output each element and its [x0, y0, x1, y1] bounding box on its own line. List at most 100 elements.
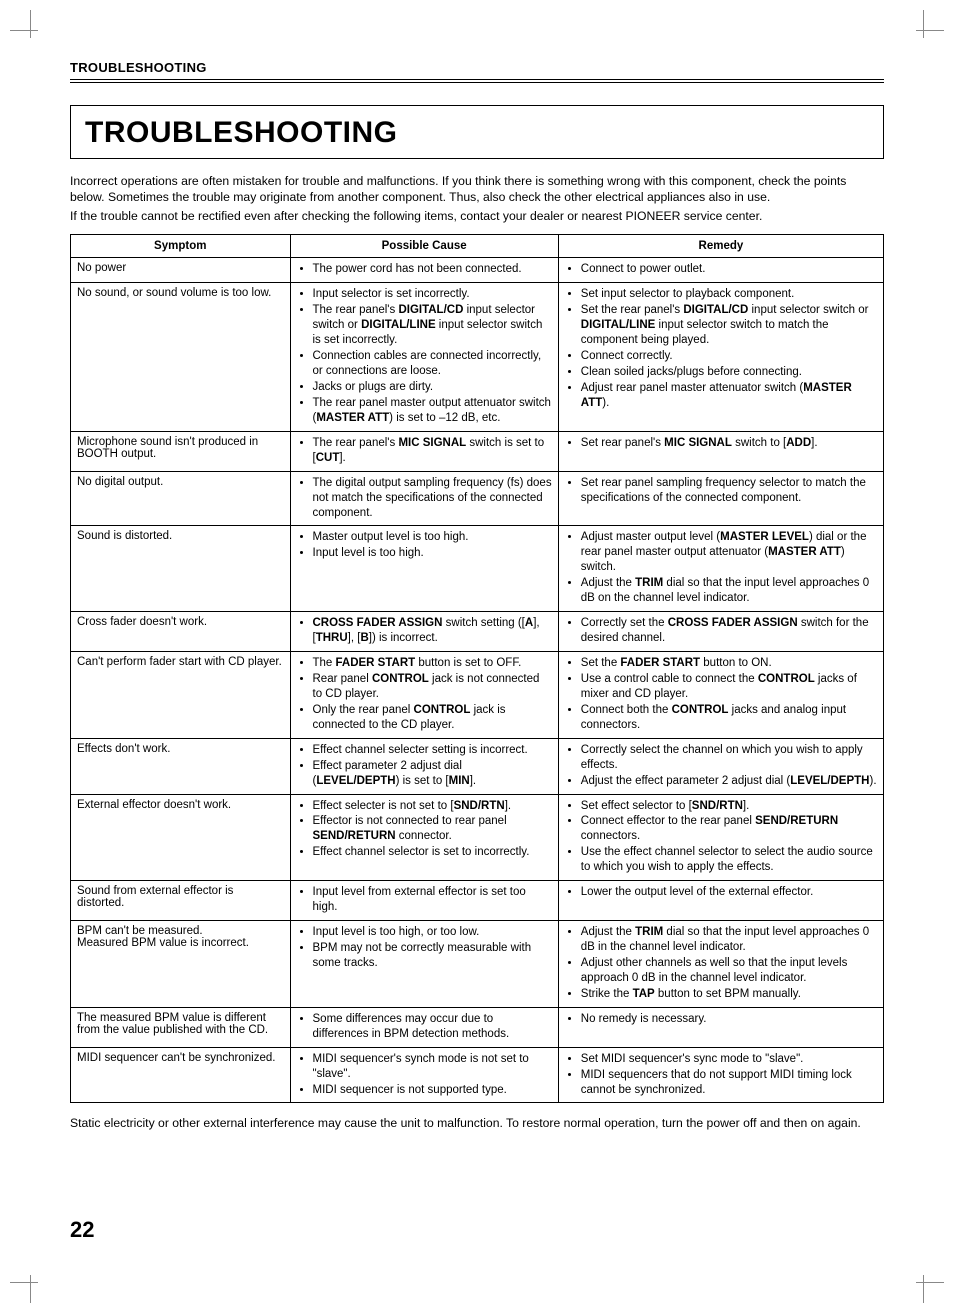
list-item: The rear panel's DIGITAL/CD input select… [313, 303, 552, 348]
list-item: Use a control cable to connect the CONTR… [581, 672, 877, 702]
troubleshooting-table: Symptom Possible Cause Remedy No powerTh… [70, 234, 884, 1103]
cause-cell: Some differences may occur due to differ… [290, 1007, 558, 1047]
table-header-row: Symptom Possible Cause Remedy [71, 235, 884, 258]
cause-cell: Effect selecter is not set to [SND/RTN].… [290, 794, 558, 881]
list-item: MIDI sequencer is not supported type. [313, 1083, 552, 1098]
table-row: Can't perform fader start with CD player… [71, 652, 884, 739]
list-item: Effect channel selector is set to incorr… [313, 845, 552, 860]
table-row: No digital output.The digital output sam… [71, 471, 884, 526]
table-row: Effects don't work. Effect channel select… [71, 738, 884, 794]
crop-mark-icon [904, 10, 944, 50]
list-item: The digital output sampling frequency (f… [313, 476, 552, 521]
symptom-cell: BPM can't be measured.Measured BPM value… [71, 921, 291, 1008]
list-item: Input level from external effector is se… [313, 885, 552, 915]
remedy-cell: No remedy is necessary. [558, 1007, 883, 1047]
list-item: Set the FADER START button to ON. [581, 656, 877, 671]
crop-mark-icon [10, 10, 50, 50]
list-item: Use the effect channel selector to selec… [581, 845, 877, 875]
list-item: Some differences may occur due to differ… [313, 1012, 552, 1042]
table-row: BPM can't be measured.Measured BPM value… [71, 921, 884, 1008]
symptom-cell: Cross fader doesn't work. [71, 612, 291, 652]
table-row: The measured BPM value is different from… [71, 1007, 884, 1047]
intro-paragraph: Incorrect operations are often mistaken … [70, 173, 884, 206]
list-item: No remedy is necessary. [581, 1012, 877, 1027]
remedy-cell: Set the FADER START button to ON.Use a c… [558, 652, 883, 739]
list-item: Effect selecter is not set to [SND/RTN]. [313, 799, 552, 814]
outro-text: Static electricity or other external int… [70, 1115, 884, 1131]
list-item: Lower the output level of the external e… [581, 885, 877, 900]
crop-mark-icon [10, 1263, 50, 1303]
list-item: The FADER START button is set to OFF. [313, 656, 552, 671]
cause-cell: Input selector is set incorrectly.The re… [290, 283, 558, 431]
table-row: Sound from external effector is distorte… [71, 881, 884, 921]
list-item: Adjust the TRIM dial so that the input l… [581, 925, 877, 955]
symptom-cell: Sound is distorted. [71, 526, 291, 612]
remedy-cell: Set rear panel sampling frequency select… [558, 471, 883, 526]
page-number: 22 [70, 1217, 94, 1243]
list-item: Adjust rear panel master attenuator swit… [581, 381, 877, 411]
list-item: Effect parameter 2 adjust dial (LEVEL/DE… [313, 759, 552, 789]
list-item: Connect effector to the rear panel SEND/… [581, 814, 877, 844]
symptom-cell: Microphone sound isn't produced in BOOTH… [71, 431, 291, 471]
page-title: TROUBLESHOOTING [85, 116, 869, 150]
title-box: TROUBLESHOOTING [70, 105, 884, 159]
list-item: Effect channel selecter setting is incor… [313, 743, 552, 758]
table-row: Sound is distorted.Master output level i… [71, 526, 884, 612]
symptom-cell: MIDI sequencer can't be synchronized. [71, 1047, 291, 1103]
list-item: Set input selector to playback component… [581, 287, 877, 302]
list-item: Adjust the effect parameter 2 adjust dia… [581, 774, 877, 789]
list-item: Correctly select the channel on which yo… [581, 743, 877, 773]
symptom-cell: Can't perform fader start with CD player… [71, 652, 291, 739]
symptom-cell: Effects don't work. [71, 738, 291, 794]
symptom-cell: The measured BPM value is different from… [71, 1007, 291, 1047]
remedy-cell: Lower the output level of the external e… [558, 881, 883, 921]
symptom-cell: No power [71, 258, 291, 283]
list-item: The rear panel's MIC SIGNAL switch is se… [313, 436, 552, 466]
list-item: Connect to power outlet. [581, 262, 877, 277]
running-head: TROUBLESHOOTING [70, 60, 884, 83]
table-row: Cross fader doesn't work. CROSS FADER ASS… [71, 612, 884, 652]
list-item: Correctly set the CROSS FADER ASSIGN swi… [581, 616, 877, 646]
list-item: Input level is too high. [313, 546, 552, 561]
remedy-cell: Set MIDI sequencer's sync mode to "slave… [558, 1047, 883, 1103]
list-item: Clean soiled jacks/plugs before connecti… [581, 365, 877, 380]
list-item: Adjust other channels as well so that th… [581, 956, 877, 986]
list-item: Connect both the CONTROL jacks and analo… [581, 703, 877, 733]
list-item: CROSS FADER ASSIGN switch setting ([A], … [313, 616, 552, 646]
remedy-cell: Set input selector to playback component… [558, 283, 883, 431]
table-row: No powerThe power cord has not been conn… [71, 258, 884, 283]
list-item: Set rear panel sampling frequency select… [581, 476, 877, 506]
list-item: Rear panel CONTROL jack is not connected… [313, 672, 552, 702]
col-symptom: Symptom [71, 235, 291, 258]
col-cause: Possible Cause [290, 235, 558, 258]
cause-cell: MIDI sequencer's synch mode is not set t… [290, 1047, 558, 1103]
remedy-cell: Correctly set the CROSS FADER ASSIGN swi… [558, 612, 883, 652]
remedy-cell: Set effect selector to [SND/RTN].Connect… [558, 794, 883, 881]
list-item: Adjust the TRIM dial so that the input l… [581, 576, 877, 606]
cause-cell: The rear panel's MIC SIGNAL switch is se… [290, 431, 558, 471]
list-item: Master output level is too high. [313, 530, 552, 545]
list-item: Set MIDI sequencer's sync mode to "slave… [581, 1052, 877, 1067]
table-row: MIDI sequencer can't be synchronized.MID… [71, 1047, 884, 1103]
list-item: Only the rear panel CONTROL jack is conn… [313, 703, 552, 733]
list-item: Connection cables are connected incorrec… [313, 349, 552, 379]
list-item: Input level is too high, or too low. [313, 925, 552, 940]
list-item: Set the rear panel's DIGITAL/CD input se… [581, 303, 877, 348]
list-item: Jacks or plugs are dirty. [313, 380, 552, 395]
table-row: No sound, or sound volume is too low.Inp… [71, 283, 884, 431]
cause-cell: The FADER START button is set to OFF.Rea… [290, 652, 558, 739]
symptom-cell: No sound, or sound volume is too low. [71, 283, 291, 431]
list-item: Connect correctly. [581, 349, 877, 364]
list-item: Strike the TAP button to set BPM manuall… [581, 987, 877, 1002]
remedy-cell: Set rear panel's MIC SIGNAL switch to [A… [558, 431, 883, 471]
intro-text: Incorrect operations are often mistaken … [70, 173, 884, 224]
cause-cell: Input level from external effector is se… [290, 881, 558, 921]
symptom-cell: External effector doesn't work. [71, 794, 291, 881]
page: TROUBLESHOOTING TROUBLESHOOTING Incorrec… [0, 0, 954, 1313]
cause-cell: Master output level is too high.Input le… [290, 526, 558, 612]
cause-cell: Effect channel selecter setting is incor… [290, 738, 558, 794]
cause-cell: The digital output sampling frequency (f… [290, 471, 558, 526]
list-item: Effector is not connected to rear panel … [313, 814, 552, 844]
list-item: Set effect selector to [SND/RTN]. [581, 799, 877, 814]
remedy-cell: Correctly select the channel on which yo… [558, 738, 883, 794]
